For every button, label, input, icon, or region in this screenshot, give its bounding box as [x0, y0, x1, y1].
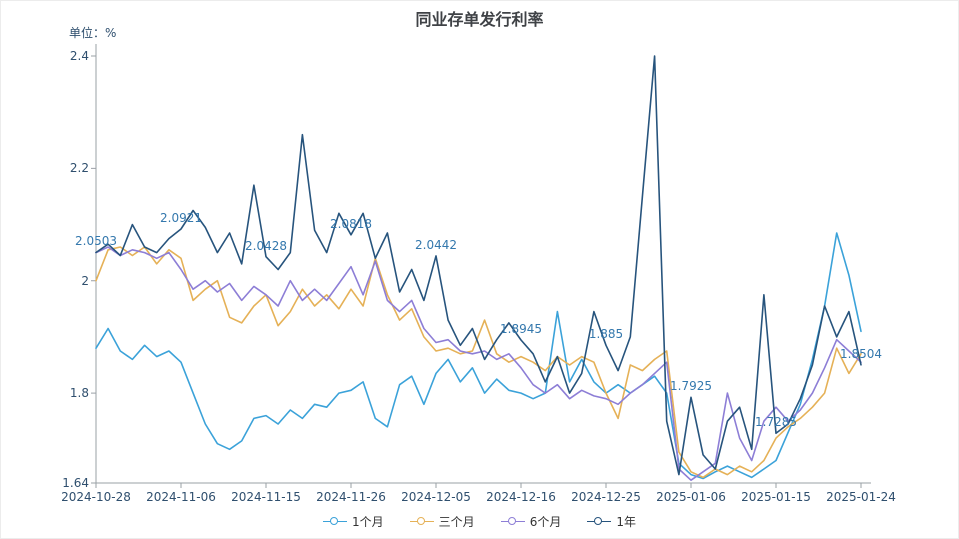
legend-item-label: 1年 — [616, 515, 636, 529]
legend-item-1[interactable]: 三个月 — [409, 513, 475, 530]
series-line-2 — [95, 246, 862, 482]
point-value-label: 2.0503 — [75, 234, 117, 249]
series-line-1 — [95, 246, 862, 479]
y-axis-label: 2 — [81, 273, 89, 288]
legend-line-dot-icon — [587, 517, 612, 526]
y-axis-label: 2.4 — [69, 49, 89, 63]
legend-item-label: 1个月 — [352, 515, 384, 529]
x-axis-label: 2024-11-15 — [231, 490, 301, 504]
y-axis-label: 1.8 — [69, 386, 89, 401]
x-axis-label: 2025-01-15 — [741, 490, 811, 504]
x-axis-label: 2024-12-16 — [486, 490, 556, 504]
series-line-3 — [95, 55, 862, 476]
y-axis-label: 2.2 — [69, 161, 89, 176]
legend: 1个月 三个月 6个月 1年 — [1, 513, 958, 530]
unit-label: 单位：% — [69, 26, 117, 40]
x-axis-label: 2025-01-24 — [826, 490, 896, 504]
x-axis-label: 2024-12-05 — [401, 490, 471, 504]
point-value-label: 1.8504 — [840, 346, 882, 361]
point-value-label: 1.885 — [588, 327, 624, 342]
legend-dot — [416, 517, 425, 525]
legend-line-dot-icon — [323, 517, 348, 526]
legend-line-dot-icon — [409, 517, 434, 526]
x-axis-label: 2024-11-06 — [146, 490, 216, 504]
point-value-label: 1.8945 — [500, 322, 542, 336]
point-value-label: 2.0428 — [245, 238, 287, 253]
legend-dot — [507, 517, 516, 525]
x-axis-label: 2024-12-25 — [571, 490, 641, 504]
legend-item-0[interactable]: 1个月 — [323, 513, 384, 530]
point-value-label: 1.7285 — [755, 415, 797, 430]
x-axis-label: 2025-01-06 — [656, 490, 726, 504]
legend-line-dot-icon — [500, 517, 525, 526]
x-axis-label: 2024-10-28 — [61, 490, 131, 504]
legend-item-label: 6个月 — [529, 515, 562, 529]
legend-dot — [330, 517, 339, 525]
legend-item-label: 三个月 — [438, 515, 475, 529]
point-value-label: 2.0921 — [160, 210, 202, 225]
chart-title: 同业存单发行利率 — [415, 10, 544, 29]
legend-item-2[interactable]: 6个月 — [500, 513, 562, 530]
point-value-label: 2.0442 — [415, 237, 457, 252]
series-line-0 — [95, 232, 862, 480]
point-value-label: 2.0818 — [330, 216, 372, 231]
legend-item-3[interactable]: 1年 — [587, 513, 636, 530]
point-value-label: 1.7925 — [670, 379, 712, 394]
y-axis-label: 1.64 — [62, 476, 89, 490]
x-axis-label: 2024-11-26 — [316, 490, 386, 504]
legend-dot — [594, 517, 603, 525]
